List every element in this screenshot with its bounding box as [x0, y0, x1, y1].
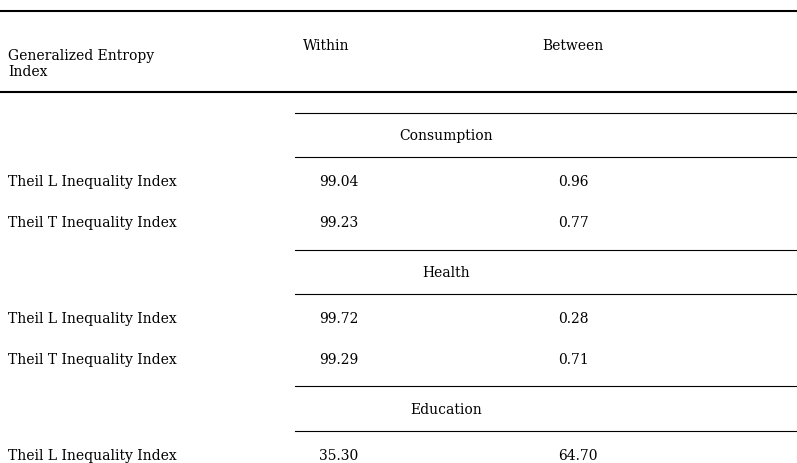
- Text: Theil T Inequality Index: Theil T Inequality Index: [8, 216, 177, 230]
- Text: Education: Education: [410, 402, 482, 416]
- Text: 99.29: 99.29: [319, 352, 358, 366]
- Text: 64.70: 64.70: [558, 448, 598, 462]
- Text: 35.30: 35.30: [319, 448, 358, 462]
- Text: Between: Between: [542, 39, 603, 53]
- Text: 0.77: 0.77: [558, 216, 589, 230]
- Text: Theil L Inequality Index: Theil L Inequality Index: [8, 175, 177, 189]
- Text: Health: Health: [422, 265, 470, 279]
- Text: Theil L Inequality Index: Theil L Inequality Index: [8, 448, 177, 462]
- Text: Theil T Inequality Index: Theil T Inequality Index: [8, 352, 177, 366]
- Text: 0.96: 0.96: [558, 175, 588, 189]
- Text: Consumption: Consumption: [399, 129, 493, 143]
- Text: Generalized Entropy
Index: Generalized Entropy Index: [8, 49, 154, 79]
- Text: Within: Within: [303, 39, 349, 53]
- Text: 0.71: 0.71: [558, 352, 589, 366]
- Text: 99.04: 99.04: [319, 175, 358, 189]
- Text: Theil L Inequality Index: Theil L Inequality Index: [8, 312, 177, 325]
- Text: 99.72: 99.72: [319, 312, 358, 325]
- Text: 99.23: 99.23: [319, 216, 358, 230]
- Text: 0.28: 0.28: [558, 312, 588, 325]
